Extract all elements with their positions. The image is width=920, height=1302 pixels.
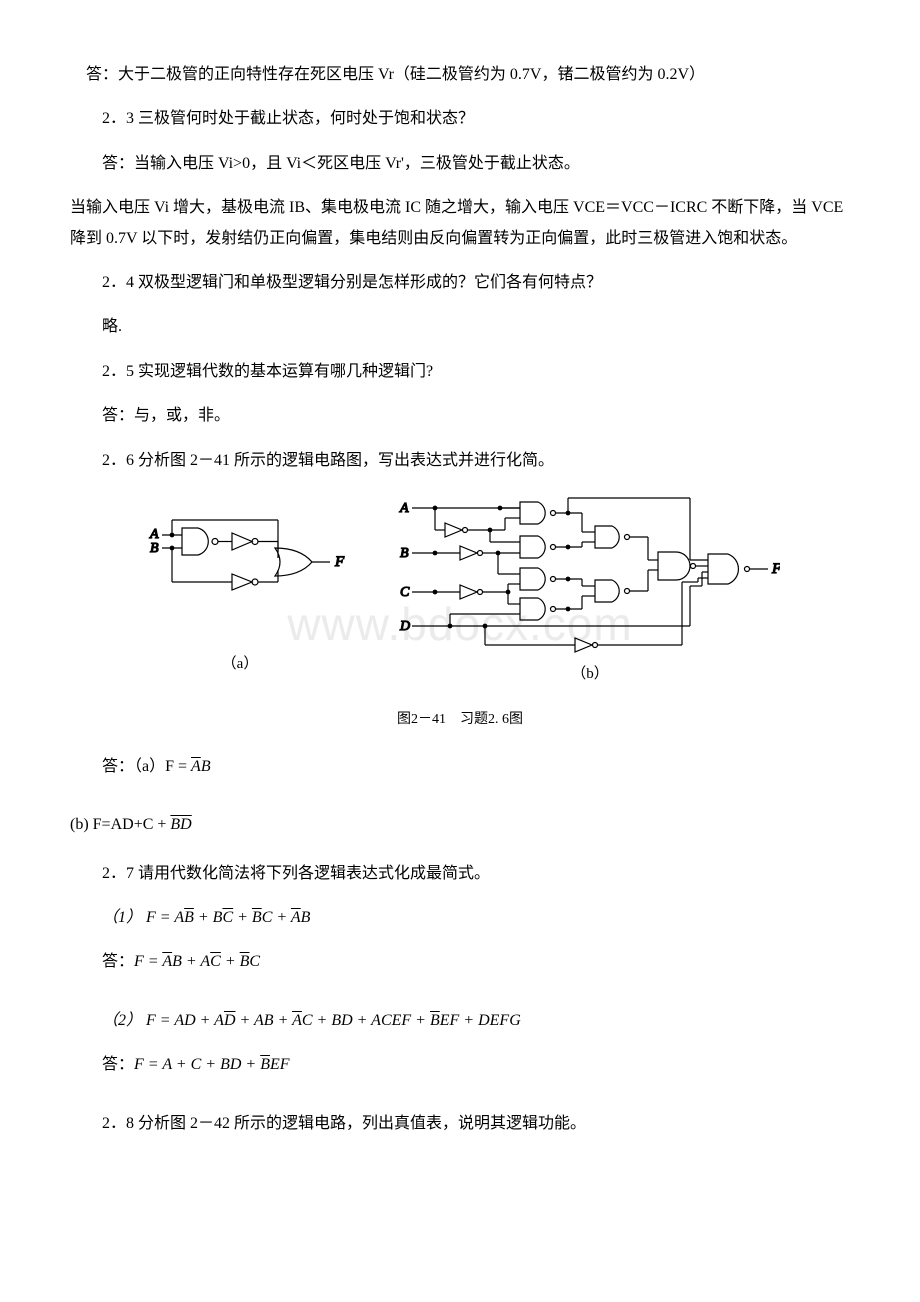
question-2-3: 2．3 三极管何时处于截止状态，何时处于饱和状态？ <box>70 104 850 134</box>
svg-text:www.bdocx.com: www.bdocx.com <box>286 598 632 650</box>
answer-2-1: 答：大于二极管的正向特性存在死区电压 Vr（硅二极管约为 0.7V，锗二极管约为… <box>70 60 850 90</box>
sublabel-b: （b） <box>571 665 609 682</box>
label-a: A <box>149 527 159 542</box>
q2-7-1: （1） F = AB + BC + BC + AB <box>70 903 850 933</box>
ans-a-prefix: 答：（a）F = <box>102 758 191 775</box>
q2-7-2-ans: 答：F = A + C + BD + BEF <box>70 1050 850 1080</box>
question-2-5: 2．5 实现逻辑代数的基本运算有哪几种逻辑门? <box>70 357 850 387</box>
question-2-8: 2．8 分析图 2－42 所示的逻辑电路，列出真值表，说明其逻辑功能。 <box>70 1109 850 1139</box>
label-b2: B <box>400 546 409 561</box>
answer-2-3-p1: 答：当输入电压 Vi>0，且 Vi＜死区电压 Vr'，三极管处于截止状态。 <box>70 149 850 179</box>
answer-2-6-a: 答：（a）F = AB <box>70 752 850 782</box>
ans-b-prefix: (b) F=AD+C + <box>70 816 170 833</box>
label-a2: A <box>399 501 409 516</box>
answer-2-4: 略. <box>70 312 850 342</box>
sublabel-a: （a） <box>222 655 259 672</box>
term-abar: A <box>191 758 201 775</box>
q2-7-1-ans: 答：F = AB + AC + BC <box>70 947 850 977</box>
question-2-6: 2．6 分析图 2－41 所示的逻辑电路图，写出表达式并进行化简。 <box>70 446 850 476</box>
question-2-4: 2．4 双极型逻辑门和单极型逻辑分别是怎样形成的？它们各有何特点？ <box>70 268 850 298</box>
q2-7-2: （2） F = AD + AD + AB + AC + BD + ACEF + … <box>70 1006 850 1036</box>
output-f-b: F <box>771 561 780 577</box>
label-c2: C <box>400 585 410 600</box>
label-d2: D <box>399 619 410 634</box>
answer-2-5: 答：与，或，非。 <box>70 401 850 431</box>
figure-2-41: www.bdocx.com A B <box>70 490 850 701</box>
term-bd-bar: BD <box>170 816 191 833</box>
label-b: B <box>150 541 159 556</box>
output-f-a: F <box>334 554 345 570</box>
figure-caption: 图2－41 习题2. 6图 <box>70 707 850 734</box>
answer-2-6-b: (b) F=AD+C + BD <box>70 810 850 840</box>
question-2-7: 2．7 请用代数化简法将下列各逻辑表达式化成最简式。 <box>70 859 850 889</box>
answer-2-3-p2: 当输入电压 Vi 增大，基极电流 IB、集电极电流 IC 随之增大，输入电压 V… <box>70 193 850 254</box>
term-b: B <box>201 758 211 775</box>
